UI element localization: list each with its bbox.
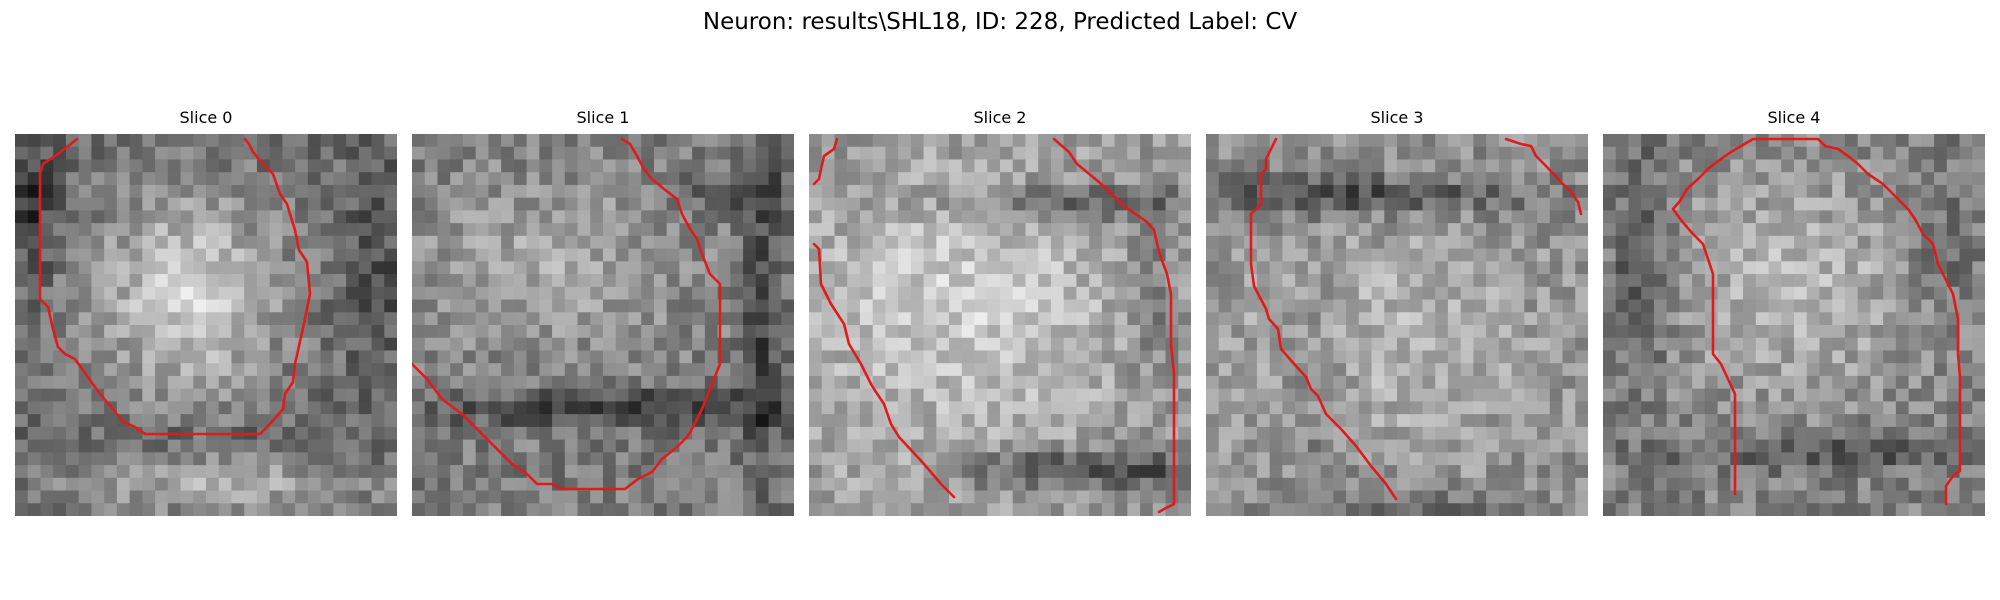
slice-title-0: Slice 0: [179, 108, 233, 127]
slice-image-4: [1603, 134, 1985, 516]
slice-image-3: [1206, 134, 1588, 516]
slice-panel-3: Slice 3: [1206, 107, 1588, 529]
slice-title-4: Slice 4: [1767, 108, 1821, 127]
contour-line-2-2: [1052, 137, 1176, 514]
figure-title: Neuron: results\SHL18, ID: 228, Predicte…: [702, 9, 1298, 35]
slice-panel-1: Slice 1: [412, 107, 794, 529]
slice-image-0: [15, 134, 397, 516]
slice-texture-0: [15, 134, 397, 516]
contour-line-3-1: [1504, 137, 1583, 216]
contour-line-3-0: [1249, 137, 1398, 501]
contour-line-4-1: [1701, 242, 1737, 496]
slice-texture-3: [1206, 134, 1588, 516]
slice-panel-2: Slice 2: [809, 107, 1191, 529]
slice-title-3: Slice 3: [1370, 108, 1424, 127]
slice-texture-1: [412, 134, 794, 516]
slice-panel-0: Slice 0: [15, 107, 397, 529]
contour-line-2-1: [812, 242, 956, 499]
contour-line-2-0: [812, 137, 839, 186]
contour-line-0-0: [38, 137, 312, 436]
slice-title-1: Slice 1: [576, 108, 630, 127]
contour-line-1-0: [412, 137, 722, 491]
slice-image-1: [412, 134, 794, 516]
slice-image-2: [809, 134, 1191, 516]
slice-panel-4: Slice 4: [1603, 107, 1985, 529]
contour-line-4-0: [1671, 137, 1962, 506]
slice-title-2: Slice 2: [973, 108, 1027, 127]
slice-texture-2: [809, 134, 1191, 516]
slice-texture-4: [1603, 134, 1985, 516]
